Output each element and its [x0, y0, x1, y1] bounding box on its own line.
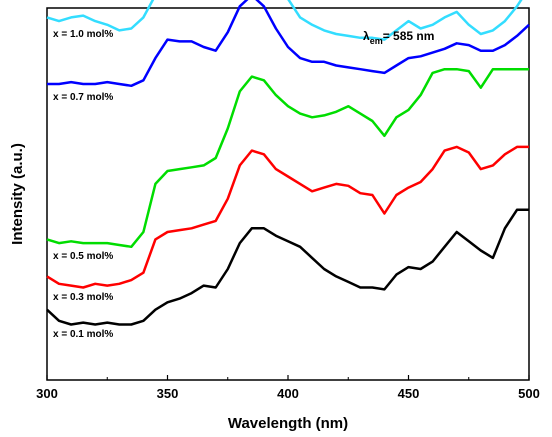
- series-label-3: x = 0.5 mol%: [53, 251, 113, 262]
- series-line-4: [47, 0, 530, 88]
- series-line-3: [46, 67, 529, 249]
- x-axis-title: Wavelength (nm): [228, 415, 348, 432]
- series-layer: [46, 0, 530, 326]
- x-axis-ticks: 300 350 400 450 500: [36, 375, 540, 401]
- series-line-2: [46, 145, 529, 289]
- series-label-2: x = 0.3 mol%: [53, 292, 113, 303]
- series-label-5: x = 1.0 mol%: [53, 29, 113, 40]
- series-label-1: x = 0.1 mol%: [53, 329, 113, 340]
- series-line-1: [46, 208, 529, 326]
- y-axis-title: Intensity (a.u.): [9, 143, 26, 245]
- x-tick-label: 450: [398, 386, 420, 401]
- x-tick-label: 500: [518, 386, 540, 401]
- series-label-4: x = 0.7 mol%: [53, 92, 113, 103]
- em-label: λem= 585 nm: [363, 29, 434, 46]
- series-labels: x = 0.1 mol% x = 0.3 mol% x = 0.5 mol% x = …: [53, 29, 113, 340]
- series-line-5: [46, 0, 523, 41]
- x-tick-label: 400: [277, 386, 299, 401]
- x-tick-label: 350: [157, 386, 179, 401]
- x-tick-label: 300: [36, 386, 58, 401]
